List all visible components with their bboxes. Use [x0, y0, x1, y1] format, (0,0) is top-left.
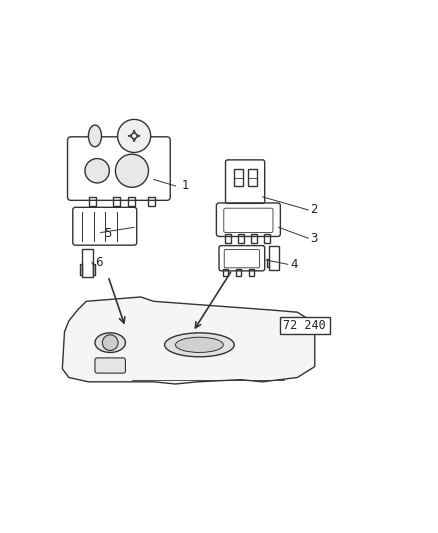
Bar	[264, 234, 270, 243]
Circle shape	[117, 119, 151, 152]
Bar	[238, 234, 244, 243]
Bar	[148, 197, 155, 206]
Ellipse shape	[165, 333, 234, 357]
Ellipse shape	[88, 125, 102, 147]
Bar	[89, 197, 96, 206]
Bar	[269, 246, 279, 270]
Text: 2: 2	[311, 204, 318, 216]
Bar	[223, 269, 228, 276]
Ellipse shape	[95, 333, 125, 352]
Polygon shape	[62, 297, 315, 384]
Circle shape	[116, 154, 148, 187]
Circle shape	[85, 158, 110, 183]
Text: 7: 7	[319, 317, 327, 329]
Text: 4: 4	[291, 258, 298, 271]
Bar	[93, 264, 95, 275]
Bar	[234, 169, 244, 186]
Bar	[236, 269, 241, 276]
Bar	[82, 249, 93, 277]
Text: 3: 3	[311, 232, 318, 245]
Bar	[248, 169, 257, 186]
Bar	[80, 264, 82, 275]
Bar	[249, 269, 254, 276]
Bar	[280, 318, 330, 334]
Text: 5: 5	[104, 228, 111, 240]
Text: 1: 1	[182, 180, 190, 192]
Text: 72 240: 72 240	[283, 319, 326, 332]
Ellipse shape	[176, 337, 223, 352]
Text: 6: 6	[95, 256, 102, 269]
Circle shape	[102, 335, 118, 351]
FancyBboxPatch shape	[95, 358, 125, 373]
Bar	[113, 197, 120, 206]
Bar	[267, 259, 269, 268]
Bar	[251, 234, 257, 243]
Bar	[128, 197, 135, 206]
Bar	[225, 234, 231, 243]
